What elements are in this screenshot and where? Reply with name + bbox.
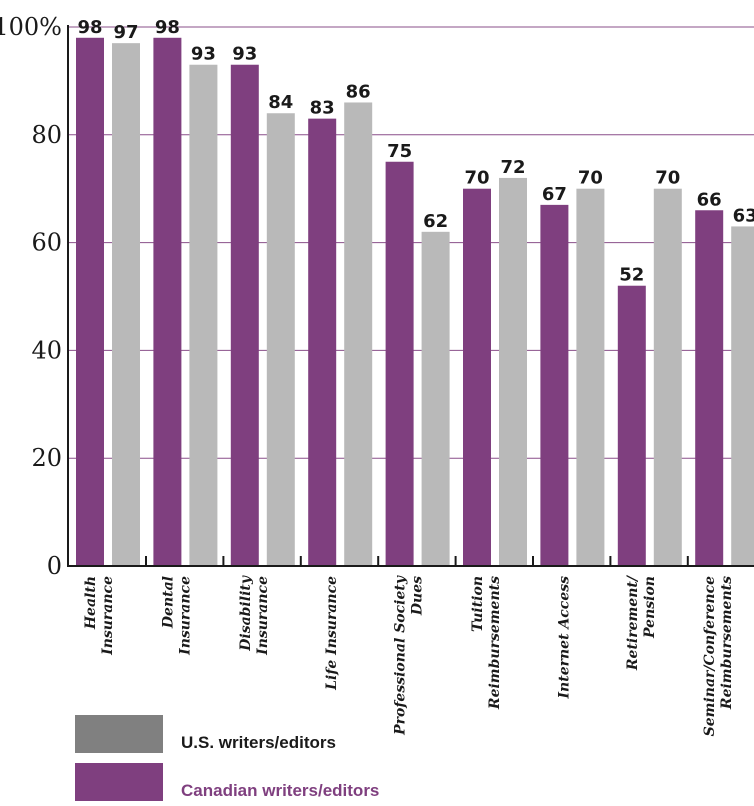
data-label: 66 [697,189,722,210]
category-label-line: Disability [238,575,254,652]
bar [189,64,218,566]
data-label: 52 [619,265,644,286]
category-label-line: Retirement/ [625,574,641,671]
legend-item-us: U.S. writers/editors [75,715,336,753]
y-tick-label: 100% [0,13,62,41]
category-label: Seminar/Conference Reimbursements [702,576,735,736]
category-label-line: Internet Access [556,576,572,700]
legend-label-canadian: Canadian writers/editors [181,781,380,800]
y-tick-label: 20 [31,444,62,472]
legend-swatch-canadian [75,763,163,801]
data-label: 70 [464,168,489,189]
bar [463,188,491,566]
category-label-line: Health [83,576,99,630]
data-label: 67 [542,184,567,205]
category-label: Dental Insurance [160,576,193,656]
category-label-line: Insurance [177,576,193,656]
bar [499,177,527,567]
bar [153,37,182,566]
category-label-line: Professional Society [393,575,409,736]
data-label: 70 [578,168,603,189]
y-tick-label: 0 [47,552,62,580]
bar [266,113,295,567]
data-label: 98 [155,17,180,38]
category-label: Tuition Reimbursements [470,576,503,710]
bar [308,118,337,566]
bar [653,188,682,566]
data-label: 93 [191,44,216,65]
category-label-line: Tuition [470,576,486,632]
category-label: Health Insurance [83,576,116,656]
category-label: Professional Society Dues [393,575,426,736]
category-label: Disability Insurance [238,575,271,656]
category-label-line: Life Insurance [324,576,340,691]
data-label: 72 [500,157,525,178]
legend-label-us: U.S. writers/editors [181,733,336,752]
data-label: 63 [733,205,754,226]
data-labels: 98 97 98 93 93 84 83 86 75 62 70 72 67 70 52 70 66 63 [77,17,754,286]
category-labels: Health Insurance Dental Insurance Disability… [83,574,735,736]
bar [617,285,646,566]
data-label: 75 [387,141,412,162]
y-tick-label: 80 [31,121,62,149]
category-label-line: Dues [410,576,426,616]
data-label: 62 [423,211,448,232]
category-label: Life Insurance [324,576,340,691]
category-label: Retirement/Pension [625,574,658,671]
data-label: 86 [346,81,371,102]
category-label-line: Reimbursements [719,576,735,710]
bar [540,204,569,566]
data-label: 93 [232,44,257,65]
bars [76,37,754,567]
legend-swatch-us [75,715,163,753]
data-label: 97 [113,22,138,43]
bar [344,102,373,567]
bar [731,226,754,566]
bar [76,37,104,566]
bar [112,43,140,567]
category-label-line: Seminar/Conference [702,576,718,736]
data-label: 83 [310,98,335,119]
y-tick-label: 60 [31,229,62,257]
category-label-line: Pension [642,576,658,639]
category-label: Internet Access [556,576,572,700]
x-axis [67,25,754,567]
y-tick-label: 40 [31,336,62,364]
data-label: 70 [655,168,680,189]
legend-item-canadian: Canadian writers/editors [75,763,379,801]
category-label-line: Insurance [100,576,116,656]
data-label: 84 [268,92,293,113]
bar [576,188,605,566]
bar [421,231,450,566]
category-label-line: Reimbursements [487,576,503,710]
category-label-line: Dental [160,576,176,629]
y-tick-labels: 0 20 40 60 80 100% [0,13,62,580]
bar [695,210,724,566]
category-label-line: Insurance [255,576,271,656]
data-label: 98 [77,17,102,38]
bar [230,64,259,566]
bar [385,161,414,566]
